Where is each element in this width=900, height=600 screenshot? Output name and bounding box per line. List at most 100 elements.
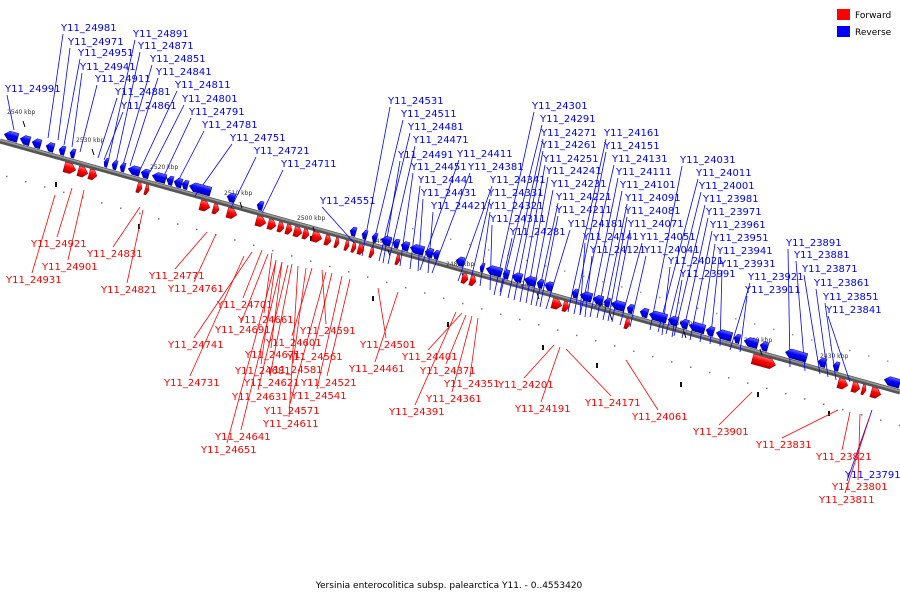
reverse-gene[interactable] [715,328,734,342]
forward-gene-label[interactable]: Y11_24201 [497,380,554,391]
reverse-gene[interactable] [536,278,545,290]
reverse-gene-label[interactable]: Y11_24261 [540,140,597,151]
forward-gene-label[interactable]: Y11_24191 [514,404,571,415]
reverse-gene-label[interactable]: Y11_24121 [589,245,646,256]
reverse-gene[interactable] [173,177,184,189]
forward-gene-label[interactable]: Y11_24771 [148,271,205,282]
forward-gene-label[interactable]: Y11_24901 [41,262,98,273]
forward-gene[interactable] [211,203,220,215]
reverse-gene-label[interactable]: Y11_23841 [825,305,882,316]
reverse-gene-label[interactable]: Y11_24551 [319,196,376,207]
reverse-gene[interactable] [361,229,369,240]
reverse-gene[interactable] [103,157,110,168]
reverse-gene-label[interactable]: Y11_24051 [639,232,696,243]
reverse-gene-label[interactable]: Y11_24751 [229,133,286,144]
reverse-gene-label[interactable]: Y11_24481 [407,122,464,133]
forward-gene-label[interactable]: Y11_24741 [167,340,224,351]
reverse-gene-label[interactable]: Y11_23891 [785,238,842,249]
forward-gene-label[interactable]: Y11_24601 [265,338,322,349]
reverse-gene-label[interactable]: Y11_24241 [545,166,602,177]
reverse-gene[interactable] [479,262,486,273]
forward-gene-label[interactable]: Y11_24691 [214,325,271,336]
reverse-gene-label[interactable]: Y11_24801 [181,94,238,105]
forward-gene-label[interactable]: Y11_24461 [348,364,405,375]
reverse-gene-label[interactable]: Y11_24451 [410,162,467,173]
forward-gene-label[interactable]: Y11_24611 [262,419,319,430]
forward-gene-label[interactable]: Y11_24681 [234,366,291,377]
reverse-gene-label[interactable]: Y11_24791 [188,107,245,118]
reverse-gene[interactable] [3,130,20,143]
forward-gene[interactable] [750,353,777,370]
forward-gene-label[interactable]: Y11_23801 [831,482,888,493]
reverse-gene-label[interactable]: Y11_24071 [627,219,684,230]
reverse-gene-label[interactable]: Y11_24811 [174,80,231,91]
forward-gene-label[interactable]: Y11_24821 [100,285,157,296]
reverse-gene-label[interactable]: Y11_24281 [509,227,566,238]
reverse-gene-label[interactable]: Y11_24251 [542,154,599,165]
reverse-gene[interactable] [455,256,466,268]
reverse-gene-label[interactable]: Y11_24011 [695,168,752,179]
reverse-gene-label[interactable]: Y11_24341 [489,175,546,186]
reverse-gene[interactable] [226,192,237,204]
forward-gene-label[interactable]: Y11_23901 [692,427,749,438]
reverse-gene-label[interactable]: Y11_23861 [813,278,870,289]
reverse-gene-label[interactable]: Y11_24861 [120,101,177,112]
reverse-gene[interactable] [592,294,605,306]
reverse-gene[interactable] [648,310,669,324]
reverse-gene[interactable] [832,361,841,372]
reverse-gene-label[interactable]: Y11_24141 [582,232,639,243]
forward-gene[interactable] [550,297,563,310]
reverse-gene-label[interactable]: Y11_24511 [400,109,457,120]
forward-gene-label[interactable]: Y11_24571 [263,406,320,417]
reverse-gene-label[interactable]: Y11_24151 [603,141,660,152]
reverse-gene-label[interactable]: Y11_23911 [744,285,801,296]
reverse-gene[interactable] [19,134,32,146]
forward-gene-label[interactable]: Y11_24761 [167,284,224,295]
reverse-gene-label[interactable]: Y11_24471 [412,135,469,146]
forward-gene-label[interactable]: Y11_24501 [359,340,416,351]
forward-gene[interactable] [343,240,351,251]
forward-gene[interactable] [143,184,151,196]
reverse-gene-label[interactable]: Y11_24131 [611,154,668,165]
forward-gene-label[interactable]: Y11_24701 [216,300,273,311]
reverse-gene-label[interactable]: Y11_24081 [624,206,681,217]
forward-gene[interactable] [135,182,144,194]
reverse-gene[interactable] [380,235,393,247]
reverse-gene[interactable] [151,171,168,184]
reverse-gene[interactable] [140,168,151,180]
reverse-gene[interactable] [705,326,716,337]
reverse-gene-label[interactable]: Y11_24941 [79,62,136,73]
reverse-gene-label[interactable]: Y11_24271 [540,128,597,139]
reverse-gene[interactable] [784,348,809,363]
reverse-gene[interactable] [424,247,435,259]
reverse-gene[interactable] [667,315,680,327]
forward-gene-label[interactable]: Y11_24831 [86,249,143,260]
forward-gene-label[interactable]: Y11_24651 [200,445,257,456]
reverse-gene-label[interactable]: Y11_24321 [487,201,544,212]
reverse-gene-label[interactable]: Y11_24851 [149,54,206,65]
forward-gene[interactable] [284,223,293,235]
reverse-gene-label[interactable]: Y11_24031 [679,155,736,166]
reverse-gene-label[interactable]: Y11_24781 [201,120,258,131]
forward-gene-label[interactable]: Y11_24731 [163,378,220,389]
forward-gene[interactable] [301,228,310,240]
forward-gene-label[interactable]: Y11_23811 [818,495,875,506]
reverse-gene[interactable] [502,269,511,280]
reverse-gene-label[interactable]: Y11_24441 [417,175,474,186]
reverse-gene-label[interactable]: Y11_24091 [624,193,681,204]
reverse-gene[interactable] [58,145,67,156]
forward-gene[interactable] [623,318,632,330]
reverse-gene-label[interactable]: Y11_24181 [567,219,624,230]
reverse-gene[interactable] [603,297,612,308]
reverse-gene-label[interactable]: Y11_23961 [709,220,766,231]
forward-gene[interactable] [860,384,868,396]
forward-gene[interactable] [460,272,469,284]
forward-gene[interactable] [62,161,77,175]
reverse-gene-label[interactable]: Y11_24211 [555,205,612,216]
reverse-gene-label[interactable]: Y11_24301 [531,101,588,112]
reverse-gene-label[interactable]: Y11_23941 [716,246,773,257]
forward-gene[interactable] [561,300,570,313]
reverse-gene[interactable] [188,181,213,197]
reverse-gene[interactable] [409,243,426,256]
forward-gene-label[interactable]: Y11_24641 [214,432,271,443]
